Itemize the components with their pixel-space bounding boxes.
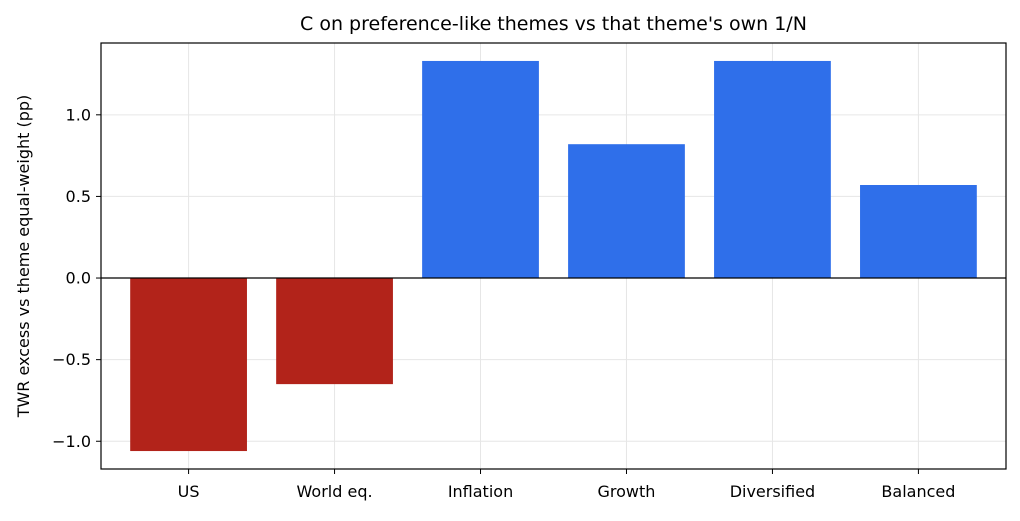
bar-diversified bbox=[714, 60, 831, 279]
x-tick-label: US bbox=[178, 482, 200, 501]
bar-growth bbox=[568, 144, 685, 279]
bars bbox=[130, 60, 977, 452]
y-axis-label: TWR excess vs theme equal-weight (pp) bbox=[14, 95, 33, 419]
x-tick-label: Growth bbox=[598, 482, 656, 501]
plot-frame bbox=[100, 42, 1007, 470]
x-tick-label: Balanced bbox=[881, 482, 955, 501]
y-tick-label: 0.0 bbox=[66, 269, 91, 288]
y-tick-label: −1.0 bbox=[52, 432, 91, 451]
y-axis-ticks: −1.0 −0.5 0.0 0.5 1.0 bbox=[52, 105, 101, 451]
bar-world-eq bbox=[276, 278, 393, 385]
x-tick-label: Inflation bbox=[448, 482, 513, 501]
bar-balanced bbox=[860, 185, 977, 279]
y-tick-label: 1.0 bbox=[66, 105, 91, 124]
bar-us bbox=[130, 278, 247, 452]
bar-inflation bbox=[422, 60, 539, 279]
chart-title: C on preference-like themes vs that them… bbox=[300, 13, 807, 35]
x-tick-label: Diversified bbox=[730, 482, 816, 501]
x-tick-label: World eq. bbox=[297, 482, 373, 501]
x-axis-ticks: US World eq. Inflation Growth Diversified Bal… bbox=[178, 469, 955, 501]
y-tick-label: 0.5 bbox=[66, 187, 91, 206]
y-tick-label: −0.5 bbox=[52, 350, 91, 369]
